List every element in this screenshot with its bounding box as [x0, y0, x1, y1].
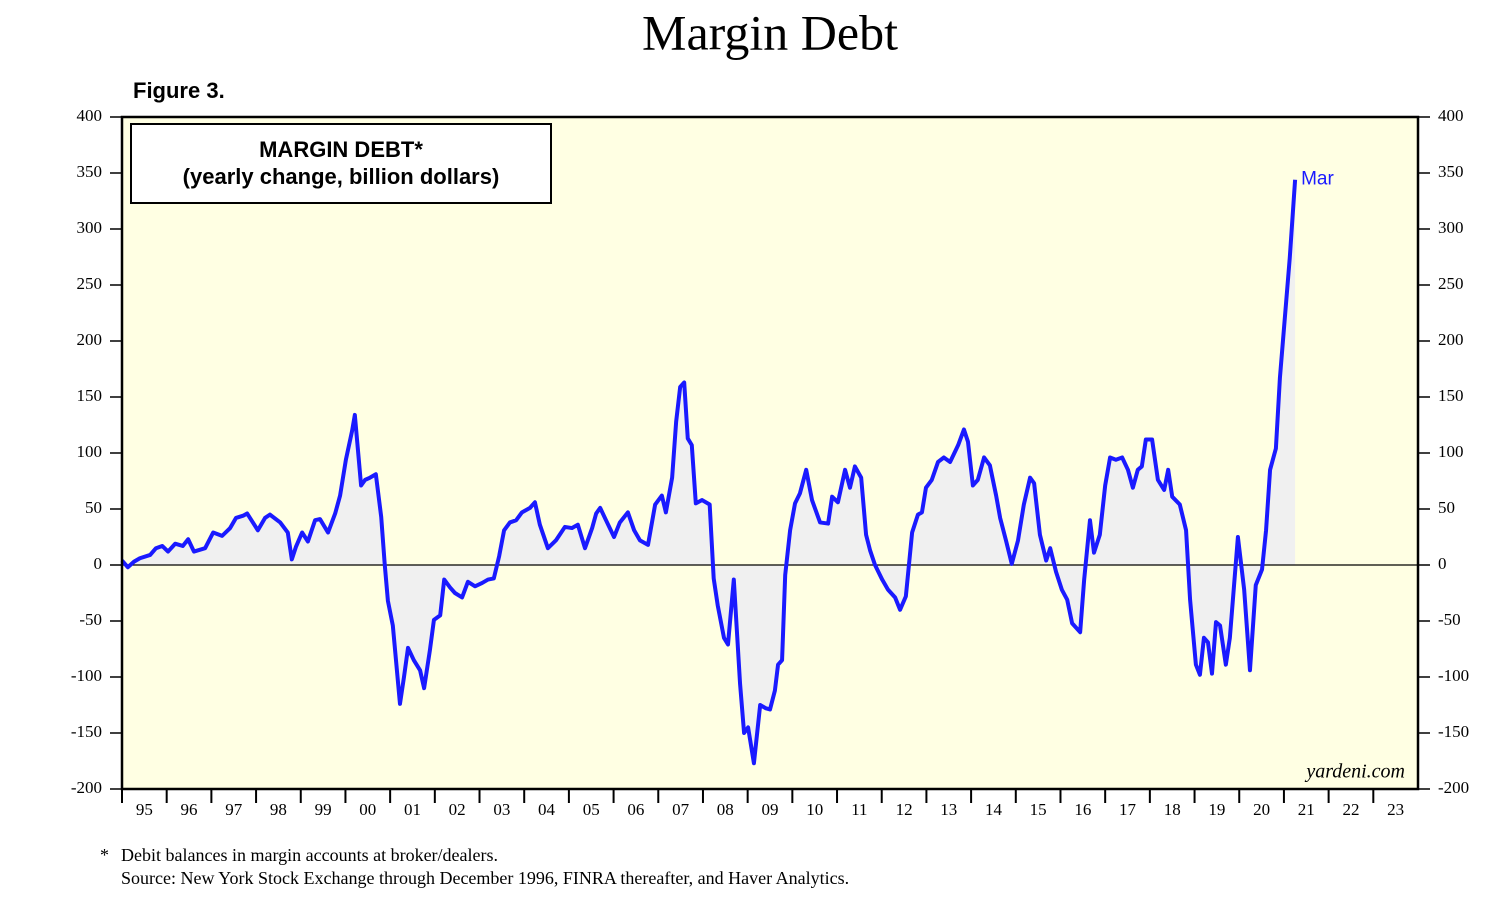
line: [120, 179, 1298, 766]
x-tick-label: 09: [762, 800, 779, 819]
y2-tick-label: -150: [1438, 722, 1469, 741]
x-tick-label: 11: [851, 800, 867, 819]
last-label: Mar: [1301, 169, 1334, 190]
x-tick-label: 20: [1253, 800, 1270, 819]
x-tick-label: 12: [896, 800, 913, 819]
x-tick-label: 16: [1074, 800, 1091, 819]
legend-text: (yearly change, billion dollars): [183, 164, 500, 189]
x-tick-label: 18: [1164, 800, 1181, 819]
figure-label: Figure 3.: [133, 78, 225, 103]
x-tick-label: 14: [985, 800, 1003, 819]
x-tick-label: 02: [449, 800, 466, 819]
y2-tick-label: -50: [1438, 610, 1461, 629]
area: [122, 179, 1296, 764]
x-tick-label: 04: [538, 800, 556, 819]
x-tick-label: 21: [1298, 800, 1315, 819]
footnote: Debit balances in margin accounts at bro…: [121, 845, 498, 865]
source: Source: New York Stock Exchange through …: [121, 868, 849, 888]
x-tick-label: 96: [181, 800, 198, 819]
y-tick-label: -200: [71, 778, 102, 797]
y-tick-label: 300: [77, 218, 103, 237]
x-tick-label: 10: [806, 800, 823, 819]
x-tick-label: 05: [583, 800, 600, 819]
y2-tick-label: 100: [1438, 442, 1464, 461]
x-tick-label: 22: [1342, 800, 1359, 819]
y-tick-label: 250: [77, 274, 103, 293]
y-tick-label: -50: [79, 610, 102, 629]
y-tick-label: 150: [77, 386, 103, 405]
y2-tick-label: 0: [1438, 554, 1447, 573]
x-tick-label: 95: [136, 800, 153, 819]
y2-tick-label: 400: [1438, 106, 1464, 125]
x-tick-label: 99: [315, 800, 332, 819]
x-tick-label: 13: [940, 800, 957, 819]
y2-tick-label: 350: [1438, 162, 1464, 181]
y2-tick-label: -100: [1438, 666, 1469, 685]
chart-title: Margin Debt: [642, 4, 898, 60]
y2-tick-label: 150: [1438, 386, 1464, 405]
y-tick-label: 400: [77, 106, 103, 125]
x-tick-label: 06: [627, 800, 644, 819]
x-tick-label: 07: [672, 800, 690, 819]
x-tick-label: 97: [225, 800, 243, 819]
y-tick-label: 100: [77, 442, 103, 461]
footnote-mark: *: [100, 845, 109, 865]
x-tick-label: 00: [359, 800, 376, 819]
y2-tick-label: 50: [1438, 498, 1455, 517]
y-tick-label: 200: [77, 330, 103, 349]
x-tick-label: 23: [1387, 800, 1404, 819]
y2-tick-label: 200: [1438, 330, 1464, 349]
plot-area: [120, 117, 1418, 789]
y-tick-label: 350: [77, 162, 103, 181]
y-tick-label: -100: [71, 666, 102, 685]
x-tick-label: 08: [717, 800, 734, 819]
x-tick-label: 01: [404, 800, 421, 819]
legend-text: MARGIN DEBT*: [259, 137, 423, 162]
y-tick-label: 0: [94, 554, 103, 573]
x-tick-label: 15: [1030, 800, 1047, 819]
y2-tick-label: 250: [1438, 274, 1464, 293]
y2-tick-label: 300: [1438, 218, 1464, 237]
x-tick-label: 19: [1208, 800, 1225, 819]
x-tick-label: 17: [1119, 800, 1137, 819]
y-tick-label: -150: [71, 722, 102, 741]
y2-tick-label: -200: [1438, 778, 1469, 797]
legend-box: [130, 123, 552, 204]
watermark: yardeni.com: [1304, 761, 1405, 783]
x-tick-label: 03: [493, 800, 510, 819]
y-tick-label: 50: [85, 498, 102, 517]
x-tick-label: 98: [270, 800, 287, 819]
plot-border: [120, 115, 1420, 791]
